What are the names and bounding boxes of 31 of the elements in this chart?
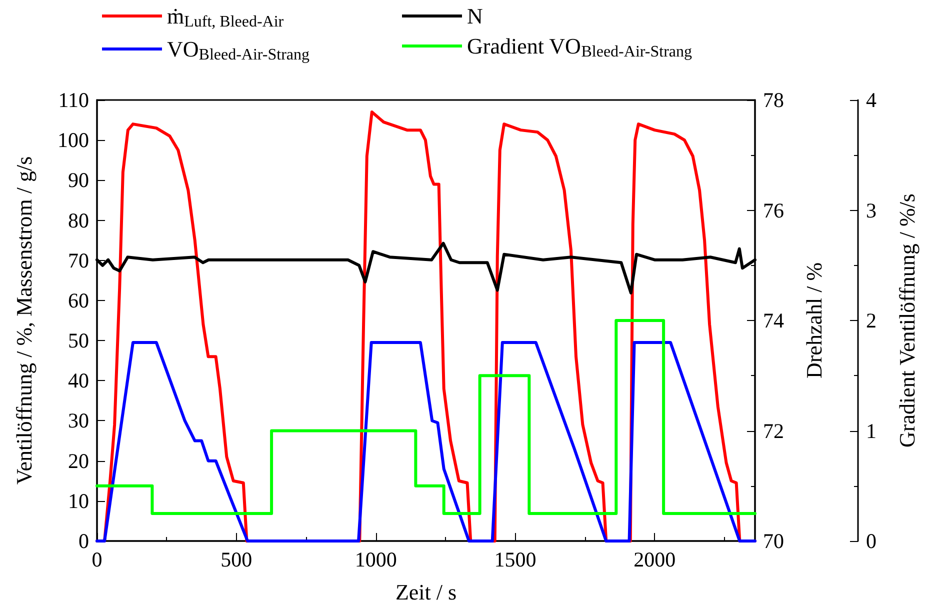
y-tick-label: 80 <box>68 208 89 232</box>
y2-tick-label: 76 <box>763 198 784 222</box>
y-axis-title: Ventilöffnung / %, Massenstrom / g/s <box>12 156 36 485</box>
y-tick-label: 110 <box>58 88 89 112</box>
y-tick-label: 10 <box>68 488 89 513</box>
y-tick-label: 20 <box>68 448 89 473</box>
y-tick-label: 30 <box>68 408 89 433</box>
x-tick-label: 1500 <box>494 548 536 572</box>
y-tick-label: 60 <box>68 288 89 312</box>
y2-tick-label: 70 <box>763 529 784 553</box>
y2-tick-label: 78 <box>763 88 784 112</box>
y3-tick-label: 0 <box>866 529 876 553</box>
y3-tick-label: 3 <box>866 198 876 222</box>
y3-tick-label: 1 <box>866 418 876 443</box>
y2-axis-title: Drehzahl / % <box>802 262 826 379</box>
x-tick-label: 500 <box>220 548 252 572</box>
y2-tick-label: 74 <box>763 308 784 332</box>
x-tick-label: 2000 <box>634 548 676 572</box>
x-axis-title: Zeit / s <box>395 580 457 604</box>
y3-axis-title: Gradient Ventilöffnung / %/s <box>894 194 920 448</box>
y-tick-label: 90 <box>68 168 89 192</box>
y3-tick-label: 2 <box>866 308 876 332</box>
legend-label: N <box>467 4 483 28</box>
y-tick-label: 70 <box>68 248 89 272</box>
y-tick-label: 40 <box>68 368 89 393</box>
y-tick-label: 100 <box>58 128 89 152</box>
y-tick-label: 50 <box>68 328 89 353</box>
y2-tick-label: 72 <box>763 418 784 443</box>
x-tick-label: 1000 <box>354 548 397 572</box>
y3-tick-label: 4 <box>866 88 877 112</box>
y-tick-label: 0 <box>78 529 89 553</box>
